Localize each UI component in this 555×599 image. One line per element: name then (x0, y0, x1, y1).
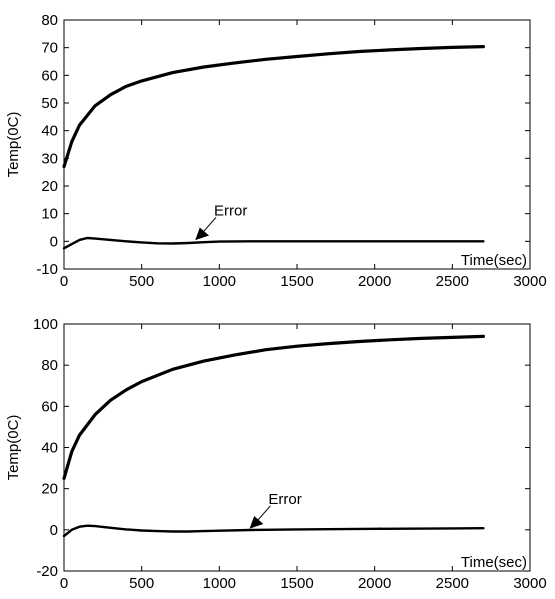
x-tick-label: 1500 (280, 575, 313, 592)
y-tick-label: 50 (41, 95, 58, 112)
x-tick-label: 2000 (358, 273, 391, 290)
y-tick-label: 100 (33, 316, 58, 333)
x-tick-label: 1000 (203, 575, 236, 592)
y-tick-label: 60 (41, 398, 58, 415)
x-tick-label: 0 (60, 273, 68, 290)
error-annotation-arrow (256, 505, 271, 523)
x-axis-label: Time(sec) (461, 554, 527, 571)
y-tick-label: -20 (36, 563, 58, 580)
x-tick-label: 500 (129, 273, 154, 290)
error-series-line (62, 524, 485, 538)
x-tick-label: 500 (129, 575, 154, 592)
y-tick-label: 70 (41, 40, 58, 57)
x-tick-label: 2000 (358, 575, 391, 592)
error-annotation-arrowhead (249, 515, 264, 529)
x-tick-label: 0 (60, 575, 68, 592)
error-annotation-label: Error (268, 491, 301, 508)
y-tick-label: 80 (41, 12, 58, 29)
y-tick-label: 20 (41, 178, 58, 195)
chart-panel-1: 0 500 1000 1500 2000 2500 3000-100102030405060… (5, 12, 547, 290)
y-tick-label: 30 (41, 150, 58, 167)
error-annotation-arrowhead (195, 227, 210, 241)
chart-panel-2: 0 500 1000 1500 2000 2500 3000-20020406080100T… (5, 316, 547, 592)
y-tick-label: 0 (50, 522, 58, 539)
y-tick-label: 40 (41, 123, 58, 140)
temperature-series-line (62, 44, 485, 169)
y-tick-label: 60 (41, 67, 58, 84)
y-axis-label: Temp(0C) (5, 415, 22, 481)
y-tick-label: 20 (41, 481, 58, 498)
plot-frame (63, 323, 531, 572)
x-tick-label: 1500 (280, 273, 313, 290)
y-axis-label: Temp(0C) (5, 112, 22, 178)
y-tick-label: 40 (41, 440, 58, 457)
y-tick-label: 10 (41, 206, 58, 223)
y-tick-label: 0 (50, 233, 58, 250)
error-annotation-label: Error (214, 202, 247, 219)
x-tick-label: 1000 (203, 273, 236, 290)
error-annotation-arrow (201, 217, 217, 234)
x-tick-label: 2500 (436, 575, 469, 592)
x-tick-label: 3000 (513, 575, 546, 592)
y-tick-label: -10 (36, 261, 58, 278)
error-series-line (62, 236, 485, 250)
temperature-series-line (62, 334, 485, 480)
x-axis-label: Time(sec) (461, 252, 527, 269)
y-tick-label: 80 (41, 357, 58, 374)
x-tick-label: 3000 (513, 273, 546, 290)
x-tick-label: 2500 (436, 273, 469, 290)
